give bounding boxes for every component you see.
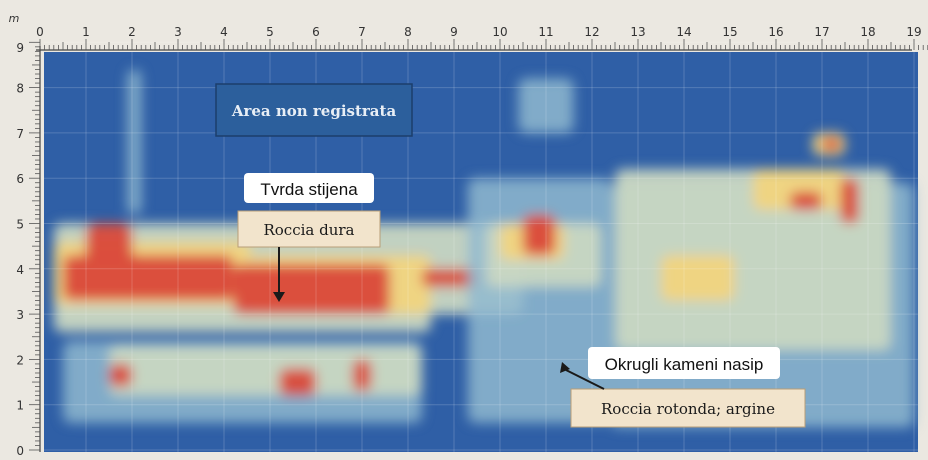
x-tick-label: 14 bbox=[676, 25, 691, 39]
y-tick-label: 3 bbox=[16, 308, 24, 322]
x-tick-label: 5 bbox=[266, 25, 274, 39]
x-tick-label: 18 bbox=[860, 25, 875, 39]
heatmap-zone-mid bbox=[615, 169, 891, 351]
arrow-roccia-rotonda bbox=[560, 362, 605, 390]
annotation-roccia-rotonda-text: Roccia rotonda; argine bbox=[601, 400, 775, 418]
x-tick-label: 10 bbox=[492, 25, 507, 39]
x-tick-label: 2 bbox=[128, 25, 136, 39]
y-tick-label: 1 bbox=[16, 399, 24, 413]
x-tick-label: 8 bbox=[404, 25, 412, 39]
x-tick-label: 1 bbox=[82, 25, 90, 39]
annotation-area-non-registrata: Area non registrata bbox=[215, 83, 413, 137]
x-tick-label: 16 bbox=[768, 25, 783, 39]
heatmap-zone-peak bbox=[279, 368, 316, 396]
heatmap-zone-peak bbox=[523, 214, 556, 256]
heatmap-zone-peak bbox=[822, 137, 841, 152]
y-tick-label: 9 bbox=[16, 41, 24, 55]
x-tick-label: 6 bbox=[312, 25, 320, 39]
y-tick-label: 0 bbox=[16, 444, 24, 458]
annotation-okrugli-kameni-nasip-text: Okrugli kameni nasip bbox=[605, 355, 764, 374]
x-tick-label: 15 bbox=[722, 25, 737, 39]
heatmap-zone-low bbox=[127, 69, 142, 215]
heatmap-zone-peak bbox=[789, 191, 822, 210]
arrow-roccia-dura bbox=[273, 247, 285, 302]
heatmap-zone-high bbox=[661, 255, 735, 301]
y-tick-label: 8 bbox=[16, 82, 24, 96]
y-tick-label: 5 bbox=[16, 218, 24, 232]
heatmap-zone-peak bbox=[86, 223, 132, 260]
annotation-area-non-registrata-text: Area non registrata bbox=[231, 102, 397, 120]
y-tick-label: 2 bbox=[16, 353, 24, 367]
x-tick-label: 9 bbox=[450, 25, 458, 39]
x-tick-label: 17 bbox=[814, 25, 829, 39]
x-tick-label: 7 bbox=[358, 25, 366, 39]
x-tick-label: 11 bbox=[538, 25, 553, 39]
heatmap-zone-peak bbox=[352, 359, 372, 392]
y-tick-label: 6 bbox=[16, 172, 24, 186]
annotation-roccia-dura: Roccia dura bbox=[237, 210, 381, 248]
heatmap-zone-peak bbox=[233, 264, 390, 315]
heatmap-zone-peak bbox=[840, 178, 859, 224]
heatmap-zone-mid bbox=[109, 345, 422, 396]
x-tick-label: 3 bbox=[174, 25, 182, 39]
heatmap-zone-peak bbox=[109, 363, 132, 387]
x-tick-label: 4 bbox=[220, 25, 228, 39]
axis-unit-label: m bbox=[9, 12, 20, 25]
heatmap-zone-low bbox=[518, 78, 574, 133]
heatmap-zone-high bbox=[753, 169, 845, 210]
y-tick-label: 7 bbox=[16, 127, 24, 141]
heatmap-zone-peak bbox=[63, 255, 234, 301]
annotation-roccia-dura-text: Roccia dura bbox=[263, 221, 354, 239]
x-tick-label: 0 bbox=[36, 25, 44, 39]
annotation-roccia-rotonda: Roccia rotonda; argine bbox=[570, 388, 806, 428]
heatmap-zone-peak bbox=[421, 268, 477, 287]
x-tick-label: 13 bbox=[630, 25, 645, 39]
annotation-okrugli-kameni-nasip: Okrugli kameni nasip bbox=[588, 347, 780, 379]
y-tick-label: 4 bbox=[16, 263, 24, 277]
x-tick-label: 19 bbox=[906, 25, 921, 39]
annotation-tvrda-stijena: Tvrda stijena bbox=[244, 173, 374, 203]
x-tick-label: 12 bbox=[584, 25, 599, 39]
annotation-tvrda-stijena-text: Tvrda stijena bbox=[260, 180, 358, 199]
